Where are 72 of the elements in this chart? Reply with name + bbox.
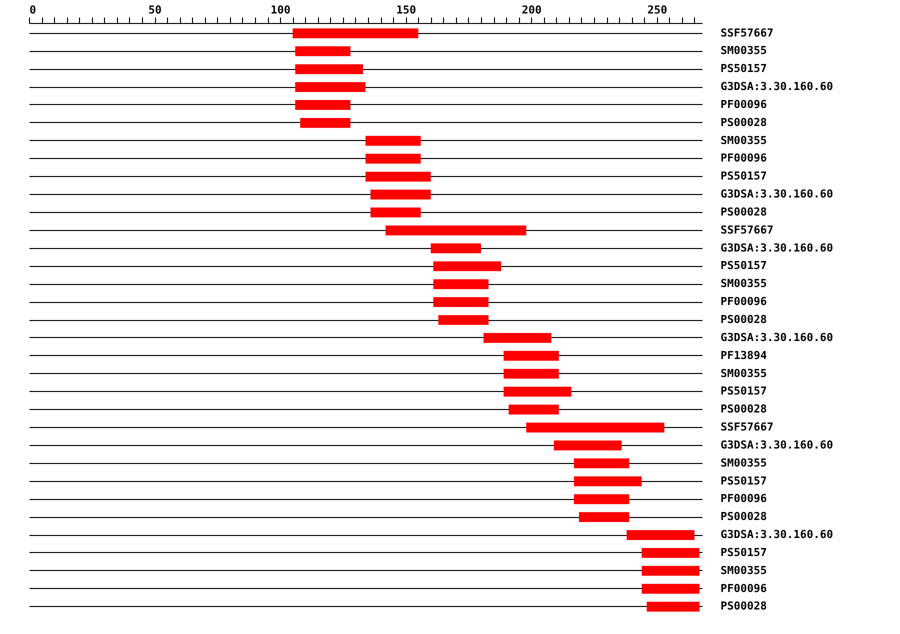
y-tick-label: PF00096: [720, 152, 768, 165]
y-tick-label: PS50157: [720, 62, 767, 76]
y-tick-label: SM00355: [720, 44, 767, 58]
y-tick-label: PS00028: [720, 205, 767, 218]
x-tick-label: 0: [30, 4, 36, 16]
x-tick-label: 150: [396, 4, 416, 16]
bar: [526, 422, 664, 432]
y-tick-label: SSF57667: [720, 420, 774, 434]
bar: [366, 172, 431, 182]
bar: [292, 28, 418, 38]
bar: [438, 315, 489, 325]
bar: [504, 386, 572, 397]
y-tick-label: SM00355: [720, 564, 767, 577]
bar: [300, 118, 350, 128]
y-tick-label: PF00096: [720, 492, 768, 506]
bar: [508, 404, 559, 415]
bar: [370, 190, 431, 200]
bar: [554, 440, 622, 450]
bar: [295, 64, 363, 74]
bar: [646, 602, 700, 612]
bar: [366, 136, 421, 146]
bar: [504, 368, 559, 379]
bar: [642, 566, 700, 576]
bar: [366, 154, 421, 164]
bar: [370, 208, 421, 218]
y-tick-label: PS50157: [720, 259, 767, 272]
bar: [433, 261, 502, 272]
x-tick-label: 50: [148, 4, 162, 16]
y-tick-label: G3DSA:3.30.160.60: [720, 80, 834, 94]
y-tick-label: G3DSA:3.30.160.60: [720, 528, 834, 542]
x-tick-label: 100: [270, 4, 291, 16]
x-tick-label: 200: [522, 4, 542, 16]
bar: [295, 82, 366, 92]
bar: [578, 512, 630, 522]
y-tick-label: PF00096: [720, 98, 768, 111]
y-tick-label: PF13894: [720, 348, 768, 362]
y-tick-label: G3DSA:3.30.160.60: [720, 241, 834, 254]
y-tick-label: PS00028: [720, 510, 767, 524]
y-tick-label: SM00355: [720, 456, 767, 470]
bar: [433, 279, 489, 290]
bar: [574, 458, 630, 468]
bar: [504, 350, 559, 361]
bar: [642, 548, 700, 558]
bar: [642, 584, 700, 594]
bar: [295, 100, 350, 110]
bar: [574, 476, 642, 486]
y-tick-label: G3DSA:3.30.160.60: [720, 188, 834, 201]
y-tick-label: SM00355: [720, 366, 767, 380]
bar: [626, 530, 694, 540]
y-tick-label: PF00096: [720, 582, 768, 595]
bar: [574, 494, 630, 504]
y-tick-label: PS00028: [720, 600, 767, 613]
bar: [386, 225, 526, 236]
y-tick-label: PS00028: [720, 116, 767, 129]
y-tick-label: PS50157: [720, 546, 767, 559]
y-tick-label: G3DSA:3.30.160.60: [720, 330, 834, 344]
y-tick-label: SM00355: [720, 277, 767, 290]
x-tick-label: 250: [647, 4, 668, 16]
bar: [295, 46, 350, 56]
bar: [430, 243, 482, 254]
bar: [484, 332, 552, 343]
bar: [433, 297, 489, 308]
y-tick-label: PS50157: [720, 474, 767, 488]
y-tick-label: PS50157: [720, 384, 767, 398]
y-tick-label: PS00028: [720, 402, 767, 416]
y-tick-label: PF00096: [720, 295, 768, 308]
y-tick-label: PS50157: [720, 170, 767, 183]
y-tick-label: SM00355: [720, 134, 767, 147]
y-tick-label: SSF57667: [720, 26, 774, 40]
y-tick-label: PS00028: [720, 313, 767, 326]
y-tick-label: G3DSA:3.30.160.60: [720, 438, 834, 452]
y-tick-label: SSF57667: [720, 223, 774, 236]
